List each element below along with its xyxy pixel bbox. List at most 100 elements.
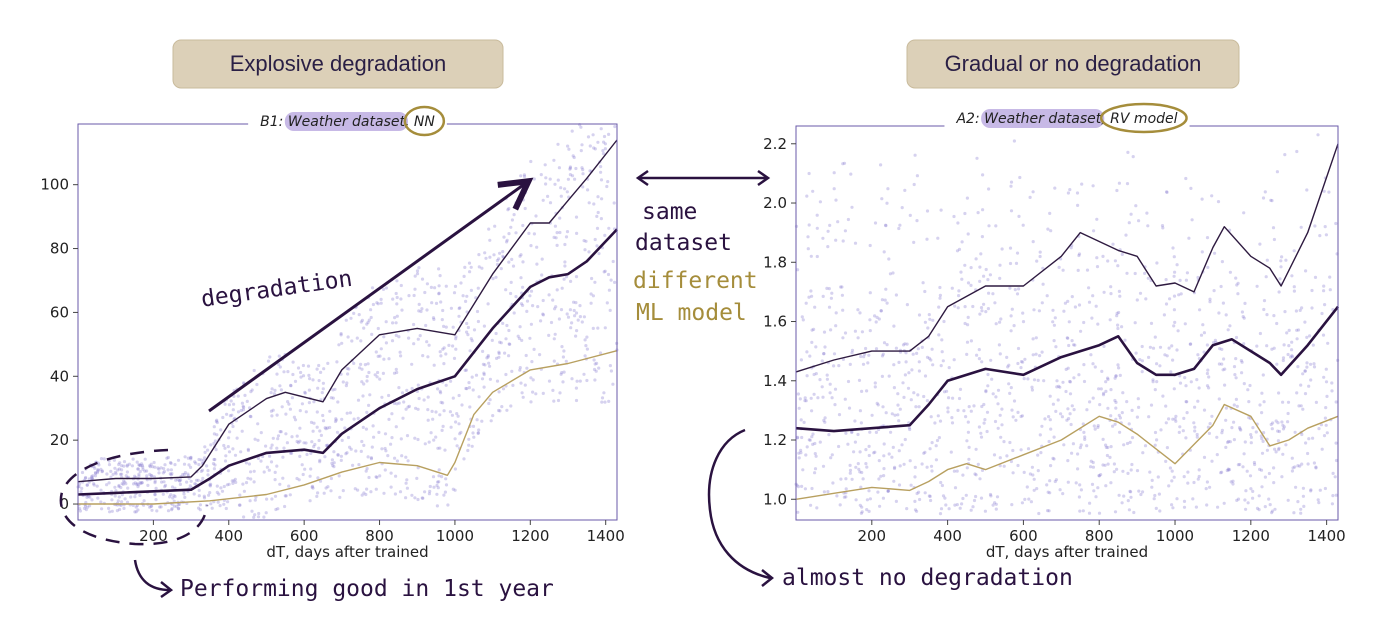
scatter-point	[1048, 479, 1052, 483]
scatter-point	[495, 356, 499, 360]
scatter-point	[309, 451, 313, 455]
scatter-point	[1293, 465, 1297, 469]
scatter-point	[1052, 435, 1056, 439]
scatter-point	[1129, 212, 1133, 216]
scatter-point	[148, 464, 152, 468]
scatter-point	[1215, 453, 1219, 457]
scatter-point	[227, 403, 231, 407]
scatter-point	[404, 455, 408, 459]
scatter-point	[507, 232, 511, 236]
scatter-point	[120, 482, 124, 486]
scatter-point	[1032, 378, 1037, 382]
scatter-point	[137, 474, 141, 478]
scatter-point	[86, 494, 91, 498]
scatter-point	[240, 401, 244, 405]
scatter-point	[1092, 489, 1096, 493]
scatter-point	[96, 496, 100, 500]
scatter-point	[841, 308, 845, 312]
scatter-point	[336, 453, 340, 457]
scatter-point	[1015, 251, 1020, 255]
scatter-point	[829, 328, 833, 332]
scatter-point	[431, 475, 436, 479]
scatter-point	[1193, 405, 1197, 409]
scatter-point	[837, 364, 841, 368]
scatter-point	[979, 496, 984, 500]
scatter-point	[1067, 417, 1071, 421]
scatter-point	[125, 463, 129, 467]
scatter-point	[156, 466, 160, 470]
scatter-point	[1290, 469, 1294, 473]
scatter-point	[929, 464, 934, 468]
scatter-point	[439, 354, 443, 358]
scatter-point	[836, 220, 840, 224]
scatter-point	[213, 457, 217, 462]
scatter-point	[113, 494, 117, 498]
scatter-point	[136, 467, 140, 471]
scatter-point	[467, 443, 471, 447]
scatter-point	[1177, 430, 1181, 434]
scatter-point	[1243, 498, 1247, 502]
scatter-point	[827, 433, 831, 437]
scatter-point	[350, 339, 354, 343]
scatter-point	[362, 326, 366, 330]
scatter-point	[454, 335, 458, 339]
scatter-point	[1262, 431, 1266, 435]
scatter-point	[209, 443, 213, 447]
scatter-point	[960, 502, 964, 506]
scatter-point	[552, 235, 556, 239]
scatter-point	[1218, 347, 1222, 351]
scatter-point	[352, 311, 356, 315]
scatter-point	[370, 445, 374, 449]
scatter-point	[963, 211, 967, 216]
scatter-point	[801, 468, 805, 472]
scatter-point	[599, 217, 604, 221]
scatter-point	[941, 494, 946, 498]
scatter-point	[360, 439, 364, 444]
scatter-point	[562, 277, 566, 281]
scatter-point	[1120, 501, 1124, 505]
scatter-point	[169, 493, 173, 497]
scatter-point	[1184, 278, 1188, 282]
scatter-point	[431, 417, 435, 421]
scatter-point	[1164, 302, 1169, 306]
scatter-point	[522, 189, 526, 193]
scatter-point	[1025, 485, 1029, 489]
scatter-point	[480, 377, 485, 381]
scatter-point	[215, 490, 219, 494]
scatter-point	[143, 469, 147, 473]
scatter-point	[1305, 188, 1309, 192]
scatter-point	[82, 506, 87, 510]
scatter-point	[182, 472, 186, 477]
scatter-point	[554, 236, 558, 240]
scatter-point	[1130, 462, 1134, 467]
scatter-point	[1261, 373, 1265, 377]
scatter-point	[520, 391, 524, 395]
scatter-point	[303, 467, 307, 471]
scatter-point	[810, 328, 814, 332]
scatter-point	[1057, 265, 1061, 269]
scatter-point	[222, 484, 226, 489]
scatter-point	[300, 402, 304, 406]
scatter-point	[1028, 472, 1032, 476]
scatter-point	[116, 468, 120, 472]
banner-right-label: Gradual or no degradation	[945, 51, 1202, 76]
scatter-point	[114, 489, 118, 493]
scatter-point	[1309, 378, 1313, 382]
scatter-point	[1320, 447, 1324, 451]
scatter-point	[913, 153, 917, 157]
scatter-point	[931, 318, 935, 322]
scatter-point	[172, 494, 176, 498]
scatter-point	[1271, 226, 1276, 230]
scatter-point	[477, 428, 481, 432]
scatter-point	[1324, 406, 1328, 410]
scatter-point	[311, 486, 315, 490]
scatter-point	[1225, 468, 1229, 473]
scatter-point	[1008, 246, 1013, 250]
scatter-point	[378, 377, 382, 381]
scatter-point	[1031, 190, 1035, 194]
scatter-point	[853, 419, 857, 423]
scatter-point	[834, 198, 838, 202]
scatter-point	[1334, 441, 1338, 445]
scatter-point	[484, 256, 488, 260]
scatter-point	[1167, 417, 1171, 421]
